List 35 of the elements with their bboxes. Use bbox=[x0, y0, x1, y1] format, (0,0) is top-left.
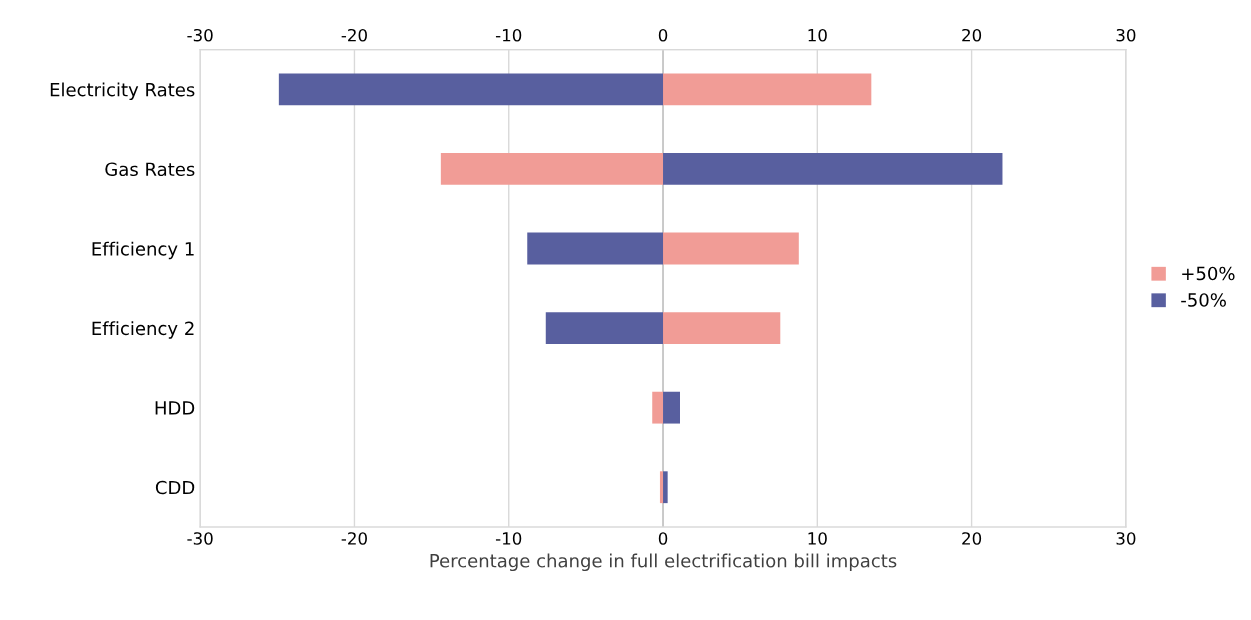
x2-tick-label: 0 bbox=[658, 28, 668, 42]
bar bbox=[652, 391, 664, 424]
bar bbox=[545, 312, 664, 344]
x-tick-label: 10 bbox=[808, 532, 827, 545]
x2-tick-label: 30 bbox=[1116, 28, 1136, 42]
y-tick-label: Electricity Rates bbox=[50, 82, 195, 100]
legend-label: +50% bbox=[1182, 266, 1235, 281]
y-tick-label: HDD bbox=[155, 401, 195, 415]
x-tick-label: 30 bbox=[1116, 532, 1136, 545]
x2-tick-label: -10 bbox=[495, 28, 522, 42]
y-tick-label: CDD bbox=[155, 480, 195, 495]
x-tick-label: -20 bbox=[341, 532, 367, 545]
bar bbox=[659, 471, 664, 504]
bar bbox=[663, 391, 680, 424]
x2-tick-label: 20 bbox=[962, 28, 982, 42]
y-tick-label: Efficiency 1 bbox=[92, 241, 194, 260]
bar bbox=[663, 312, 781, 344]
y-tick-label: Gas Rates bbox=[105, 162, 195, 177]
bar bbox=[663, 73, 872, 106]
x-tick-label: 20 bbox=[962, 532, 982, 545]
x2-tick-label: -30 bbox=[187, 28, 213, 42]
x2-tick-label: -20 bbox=[341, 28, 367, 42]
y-tick-label: Efficiency 2 bbox=[92, 321, 194, 339]
x-tick-label: -30 bbox=[187, 532, 213, 545]
bar bbox=[663, 153, 1003, 185]
bar bbox=[527, 232, 664, 265]
x-axis-title: Percentage change in full electrification bill impacts bbox=[430, 553, 897, 572]
legend-label: -50% bbox=[1181, 293, 1226, 307]
bar bbox=[663, 471, 668, 504]
bar bbox=[663, 232, 799, 265]
bar bbox=[440, 153, 664, 185]
x-tick-label: 0 bbox=[658, 532, 668, 545]
x2-tick-label: 10 bbox=[808, 28, 827, 42]
bar bbox=[278, 73, 664, 106]
x-tick-label: -10 bbox=[495, 532, 522, 545]
